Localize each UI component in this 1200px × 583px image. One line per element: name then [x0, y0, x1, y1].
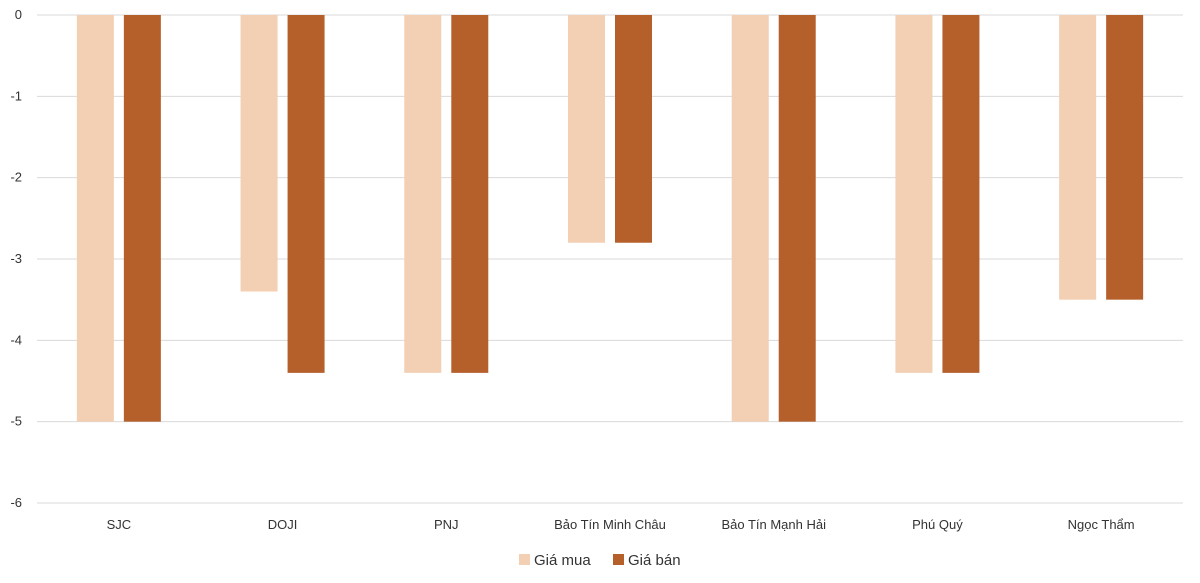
y-tick-label: -6: [10, 495, 22, 510]
bar-gia-ban: [1106, 15, 1144, 300]
bar-gia-mua: [568, 15, 605, 243]
bar-gia-ban: [451, 15, 489, 373]
y-tick-label: -1: [10, 88, 22, 103]
bar-gia-ban: [778, 15, 816, 422]
y-tick-label: -3: [10, 251, 22, 266]
bar-gia-mua: [240, 15, 278, 292]
x-tick-label: SJC: [107, 517, 132, 532]
bar-gia-ban: [615, 15, 652, 243]
bar-gia-mua: [731, 15, 769, 422]
bars: [76, 15, 1144, 422]
bar-gia-mua: [404, 15, 442, 373]
x-axis: SJC DOJI PNJ Bảo Tín Minh Châu Bảo Tín Mạnh …: [107, 517, 1135, 532]
x-tick-label: Bảo Tín Minh Châu: [554, 517, 666, 532]
legend-label: Giá mua: [534, 552, 591, 569]
y-tick-label: 0: [15, 7, 22, 22]
bar-gia-ban: [942, 15, 980, 373]
gridlines: [37, 14, 1183, 504]
legend-label: Giá bán: [628, 552, 681, 569]
y-tick-label: -2: [10, 170, 22, 185]
bar-gia-mua: [895, 15, 933, 373]
y-tick-label: -5: [10, 414, 22, 429]
y-tick-label: -4: [10, 332, 22, 347]
bar-gia-ban: [287, 15, 325, 373]
legend-swatch: [519, 554, 530, 565]
bar-gia-ban: [123, 15, 161, 422]
legend-swatch: [613, 554, 624, 565]
bar-gia-mua: [76, 15, 114, 422]
x-tick-label: PNJ: [434, 517, 459, 532]
x-tick-label: Ngọc Thẩm: [1068, 517, 1135, 532]
legend: Giá mua Giá bán: [519, 552, 681, 569]
y-axis: 0 -1 -2 -3 -4 -5 -6: [10, 7, 22, 510]
bar-gia-mua: [1059, 15, 1097, 300]
x-tick-label: DOJI: [268, 517, 298, 532]
x-tick-label: Bảo Tín Mạnh Hải: [721, 517, 826, 532]
x-tick-label: Phú Quý: [912, 517, 963, 532]
